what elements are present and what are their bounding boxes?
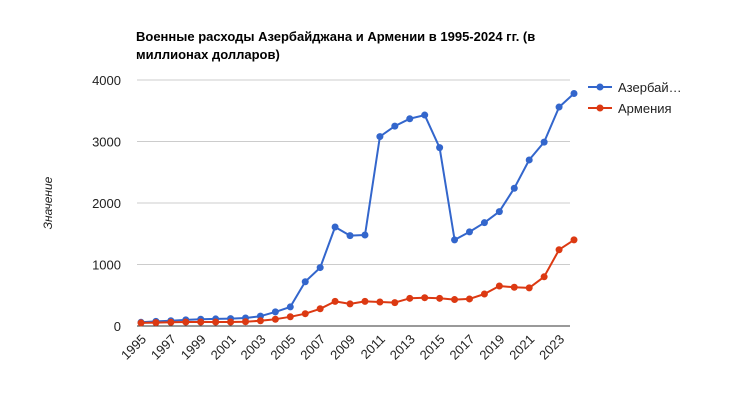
data-point	[421, 294, 429, 302]
x-tick-label: 2009	[327, 332, 358, 363]
data-point	[316, 305, 324, 313]
x-tick-label: 2005	[267, 332, 298, 363]
data-point	[167, 318, 175, 326]
gridlines	[137, 79, 570, 265]
data-point	[286, 313, 294, 321]
data-point	[406, 115, 414, 123]
data-point	[570, 90, 578, 98]
data-point	[346, 300, 354, 308]
data-point	[331, 297, 339, 305]
data-point	[570, 236, 578, 244]
x-tick-label: 2011	[358, 332, 388, 362]
data-point	[346, 232, 354, 240]
x-tick-label: 2019	[476, 332, 507, 363]
legend-swatch-marker	[596, 104, 604, 112]
x-tick-label: 2013	[387, 332, 418, 363]
x-tick-label: 2021	[506, 332, 537, 363]
data-point	[451, 236, 459, 244]
data-point	[436, 144, 444, 152]
y-axis-label: Значение	[41, 176, 55, 229]
data-point	[227, 318, 235, 326]
data-point	[495, 282, 503, 290]
data-point	[391, 122, 399, 130]
data-point	[436, 294, 444, 302]
data-point	[525, 156, 533, 164]
x-tick-label: 2001	[208, 332, 239, 363]
data-point	[555, 103, 563, 111]
legend-item[interactable]: Армения	[588, 101, 672, 116]
x-tick-label: 1995	[118, 332, 149, 363]
y-axis-ticks: 0 1000 2000 3000 4000	[92, 73, 121, 334]
x-tick-label: 2007	[297, 332, 328, 363]
x-tick-label: 2017	[447, 332, 478, 363]
x-tick-label: 2015	[417, 332, 448, 363]
y-tick-label: 0	[114, 319, 121, 334]
data-point	[152, 319, 160, 327]
data-point	[540, 273, 548, 281]
data-point	[376, 133, 384, 141]
data-point	[391, 299, 399, 307]
data-point	[301, 310, 309, 318]
legend-item[interactable]: Азербай…	[588, 80, 682, 95]
data-point	[182, 318, 190, 326]
data-point	[316, 264, 324, 272]
data-point	[286, 303, 294, 311]
data-point	[406, 294, 414, 302]
x-tick-label: 1997	[148, 332, 179, 363]
data-point	[480, 290, 488, 298]
legend[interactable]: Азербай… Армения	[588, 80, 682, 116]
data-point	[197, 318, 205, 326]
y-tick-label: 1000	[92, 258, 121, 273]
legend-swatch-marker	[596, 83, 604, 91]
data-point	[376, 298, 384, 306]
data-point	[421, 111, 429, 119]
data-point	[256, 317, 264, 325]
series-line	[140, 92, 575, 324]
chart-title: Военные расходы Азербайджана и Армении в…	[136, 29, 535, 62]
plot-series	[137, 90, 578, 327]
y-tick-label: 4000	[92, 73, 121, 88]
data-point	[242, 318, 250, 326]
chart-title-line: миллионах долларов)	[136, 47, 280, 62]
data-point	[451, 296, 459, 304]
legend-label: Армения	[618, 101, 672, 116]
y-axis-title: Значение	[41, 176, 55, 229]
data-point	[525, 284, 533, 292]
legend-label: Азербай…	[618, 80, 682, 95]
y-tick-label: 3000	[92, 135, 121, 150]
data-point	[331, 223, 339, 231]
data-point	[271, 315, 279, 323]
data-point	[212, 318, 220, 326]
data-point	[361, 297, 369, 305]
data-point	[465, 228, 473, 236]
data-point	[480, 219, 488, 227]
data-point	[495, 208, 503, 216]
data-point	[361, 231, 369, 239]
y-tick-label: 2000	[92, 196, 121, 211]
data-point	[137, 319, 145, 327]
series-line	[140, 239, 575, 324]
data-point	[510, 184, 518, 192]
x-tick-label: 1999	[178, 332, 209, 363]
data-point	[301, 278, 309, 286]
data-point	[555, 246, 563, 254]
data-point	[510, 283, 518, 291]
data-point	[271, 308, 279, 316]
x-tick-label: 2023	[536, 332, 567, 363]
data-point	[465, 295, 473, 303]
x-tick-label: 2003	[238, 332, 269, 363]
data-point	[540, 138, 548, 146]
chart-title-line: Военные расходы Азербайджана и Армении в…	[136, 29, 535, 44]
